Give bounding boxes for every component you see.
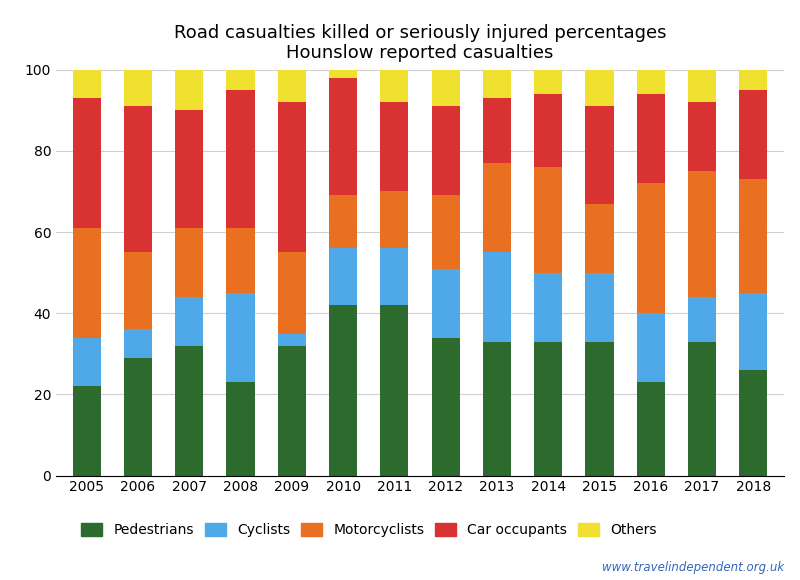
Bar bbox=[688, 70, 716, 102]
Bar bbox=[586, 106, 614, 204]
Bar bbox=[739, 293, 767, 370]
Bar bbox=[431, 269, 460, 338]
Title: Road casualties killed or seriously injured percentages
Hounslow reported casual: Road casualties killed or seriously inju… bbox=[174, 24, 666, 63]
Bar bbox=[739, 70, 767, 90]
Bar bbox=[278, 102, 306, 252]
Bar bbox=[380, 70, 409, 102]
Bar bbox=[586, 342, 614, 476]
Bar bbox=[431, 195, 460, 269]
Bar bbox=[278, 252, 306, 334]
Bar bbox=[483, 163, 511, 252]
Bar bbox=[688, 102, 716, 171]
Bar bbox=[175, 70, 203, 110]
Bar bbox=[278, 346, 306, 476]
Bar bbox=[739, 179, 767, 293]
Bar bbox=[637, 70, 665, 94]
Bar bbox=[73, 98, 101, 228]
Bar bbox=[637, 183, 665, 313]
Bar bbox=[739, 90, 767, 179]
Bar bbox=[329, 195, 357, 248]
Bar bbox=[534, 273, 562, 342]
Bar bbox=[226, 70, 254, 90]
Bar bbox=[329, 70, 357, 78]
Bar bbox=[175, 228, 203, 297]
Bar bbox=[380, 305, 409, 476]
Bar bbox=[124, 358, 152, 476]
Bar bbox=[329, 248, 357, 305]
Bar bbox=[380, 191, 409, 248]
Bar bbox=[226, 90, 254, 228]
Bar bbox=[586, 273, 614, 342]
Bar bbox=[73, 386, 101, 476]
Bar bbox=[226, 382, 254, 476]
Bar bbox=[739, 370, 767, 476]
Bar bbox=[688, 342, 716, 476]
Bar bbox=[586, 204, 614, 273]
Bar bbox=[534, 167, 562, 273]
Bar bbox=[329, 305, 357, 476]
Bar bbox=[637, 313, 665, 382]
Bar bbox=[73, 70, 101, 98]
Bar bbox=[380, 102, 409, 191]
Bar bbox=[226, 228, 254, 293]
Bar bbox=[483, 342, 511, 476]
Bar bbox=[73, 338, 101, 386]
Bar bbox=[226, 293, 254, 382]
Bar bbox=[637, 382, 665, 476]
Bar bbox=[380, 248, 409, 305]
Bar bbox=[483, 70, 511, 98]
Text: www.travelindependent.org.uk: www.travelindependent.org.uk bbox=[602, 561, 784, 574]
Bar bbox=[483, 98, 511, 163]
Bar bbox=[124, 252, 152, 329]
Bar bbox=[175, 110, 203, 228]
Bar bbox=[73, 228, 101, 338]
Bar bbox=[688, 171, 716, 297]
Bar bbox=[124, 329, 152, 358]
Bar bbox=[124, 106, 152, 252]
Bar bbox=[534, 342, 562, 476]
Bar bbox=[278, 70, 306, 102]
Bar bbox=[637, 94, 665, 183]
Bar bbox=[586, 70, 614, 106]
Bar bbox=[534, 94, 562, 167]
Bar bbox=[431, 106, 460, 195]
Bar bbox=[688, 297, 716, 342]
Bar bbox=[534, 70, 562, 94]
Bar bbox=[431, 338, 460, 476]
Bar bbox=[175, 297, 203, 346]
Legend: Pedestrians, Cyclists, Motorcyclists, Car occupants, Others: Pedestrians, Cyclists, Motorcyclists, Ca… bbox=[82, 523, 657, 537]
Bar bbox=[278, 334, 306, 346]
Bar bbox=[124, 70, 152, 106]
Bar bbox=[329, 78, 357, 195]
Bar bbox=[483, 252, 511, 342]
Bar bbox=[431, 70, 460, 106]
Bar bbox=[175, 346, 203, 476]
